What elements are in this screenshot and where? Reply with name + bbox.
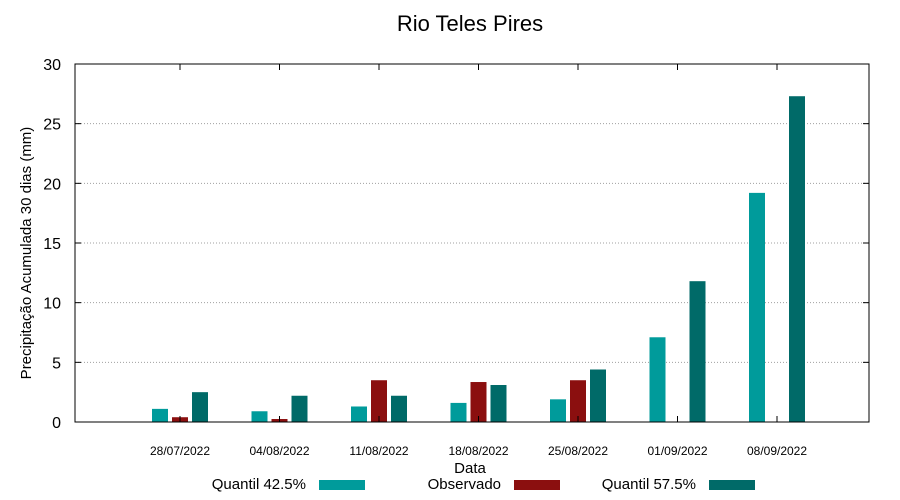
bar-series-2 — [490, 385, 507, 422]
x-axis-label: Data — [454, 460, 486, 477]
bar-series-2 — [391, 395, 407, 422]
bar-series-0 — [152, 408, 168, 422]
tick-layer: 0 5 10 15 20 25 30 28/07/2022 04/08/2022 11/08/20… — [43, 57, 869, 458]
bar-series-0 — [351, 406, 367, 422]
y-tick-label: 5 — [52, 355, 61, 372]
y-axis-label: Precipitação Acumulada 30 dias (mm) — [18, 127, 35, 380]
y-tick-label: 20 — [43, 176, 61, 193]
y-tick-label: 10 — [43, 296, 61, 313]
x-tick-label: 18/08/2022 — [448, 444, 508, 458]
legend-swatch — [514, 480, 560, 490]
bar-series-2 — [291, 395, 308, 422]
legend-label: Quantil 57.5% — [602, 476, 696, 493]
legend-label: Quantil 42.5% — [212, 476, 306, 493]
chart-title: Rio Teles Pires — [397, 11, 543, 36]
bar-series-0 — [749, 192, 765, 422]
bar-series-1 — [371, 380, 387, 422]
y-tick-label: 30 — [43, 57, 61, 74]
bar-series-1 — [570, 380, 586, 422]
x-tick-label: 04/08/2022 — [249, 444, 309, 458]
x-tick-label: 08/09/2022 — [747, 444, 807, 458]
bar-series-0 — [450, 402, 467, 422]
y-tick-label: 15 — [43, 236, 61, 253]
bar-series-2 — [689, 281, 706, 422]
bar-series-2 — [590, 369, 606, 422]
bar-series-0 — [649, 337, 666, 422]
x-tick-label: 01/09/2022 — [647, 444, 707, 458]
bar-series-0 — [251, 411, 268, 422]
x-tick-label: 11/08/2022 — [349, 444, 408, 458]
x-tick-label: 28/07/2022 — [150, 444, 210, 458]
legend-swatch — [319, 480, 365, 490]
legend-swatch — [709, 480, 755, 490]
legend-label: Observado — [428, 476, 501, 493]
legend: Quantil 42.5% Observado Quantil 57.5% — [212, 476, 755, 493]
bar-layer — [152, 96, 805, 422]
bar-series-2 — [192, 392, 208, 422]
bar-series-2 — [789, 96, 805, 422]
y-tick-label: 25 — [43, 117, 61, 134]
x-tick-label: 25/08/2022 — [548, 444, 608, 458]
bar-series-0 — [550, 399, 566, 422]
y-tick-label: 0 — [52, 415, 61, 432]
grid-layer — [75, 123, 869, 363]
bar-series-1 — [470, 382, 487, 422]
